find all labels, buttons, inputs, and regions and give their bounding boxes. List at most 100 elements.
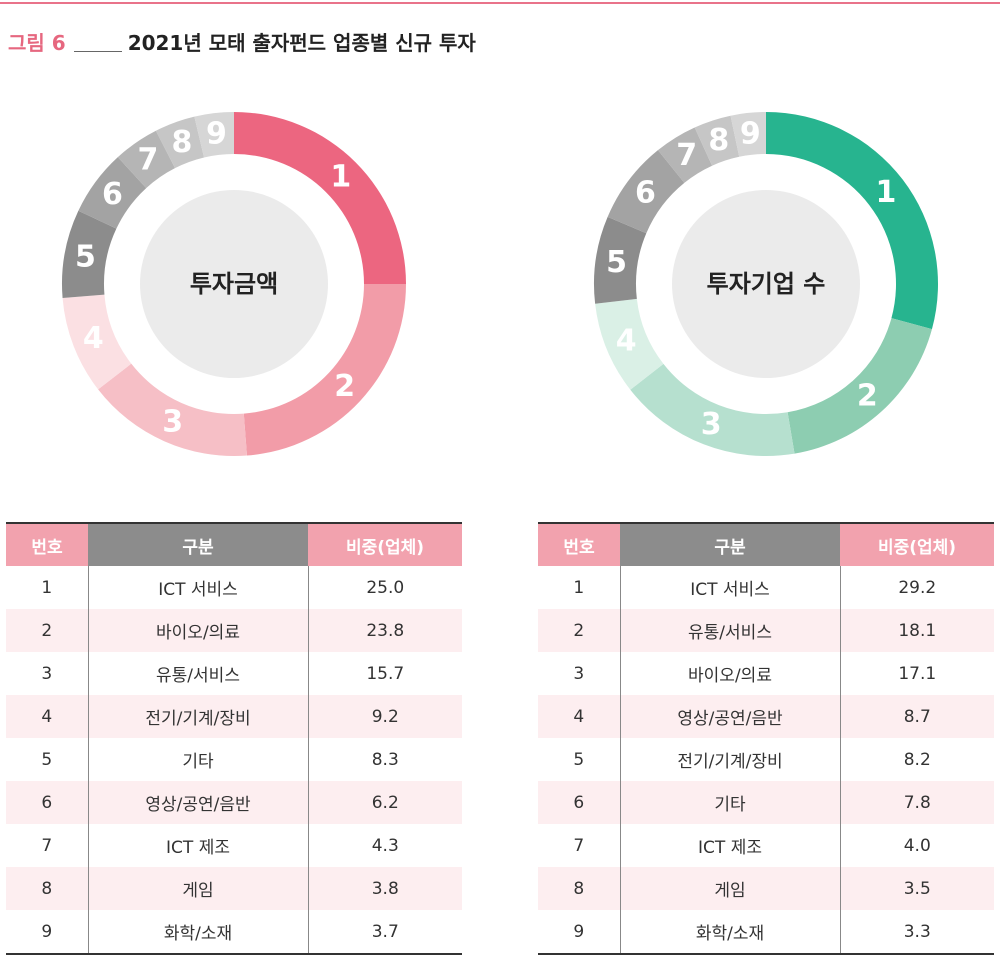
table-row: 7 ICT 제조 4.0 <box>538 824 994 867</box>
donut-slice-8 <box>694 115 740 166</box>
figure-header: 그림 6 2021년 모태 출자펀드 업종별 신규 투자 <box>8 26 476 56</box>
header-category: 구분 <box>88 523 308 566</box>
row-category: 유통/서비스 <box>619 609 841 652</box>
row-number: 7 <box>573 835 585 856</box>
row-number: 4 <box>538 695 620 738</box>
table-row: 2 유통/서비스 18.1 <box>538 609 994 652</box>
donut-center-disc <box>672 190 860 378</box>
row-share: 7.8 <box>840 781 994 824</box>
row-category: 기타 <box>619 781 841 824</box>
donut-slice-9 <box>730 112 766 157</box>
table-row: 7 ICT 제조 4.3 <box>6 824 462 867</box>
donut-slice-label: 1 <box>876 175 897 210</box>
figure-title: 2021년 모태 출자펀드 업종별 신규 투자 <box>127 31 476 55</box>
row-share: 6.2 <box>308 781 462 824</box>
donut-slice-7 <box>117 130 175 189</box>
row-category: 전기/기계/장비 <box>619 738 841 781</box>
header-number: 번호 <box>6 523 88 566</box>
row-number: 5 <box>41 749 53 770</box>
top-rule <box>0 2 1000 4</box>
donut-slice-label: 6 <box>635 176 656 211</box>
donut-slice-label: 8 <box>172 125 193 160</box>
row-share: 18.1 <box>840 609 994 652</box>
donut-slice-label: 7 <box>676 138 697 173</box>
donut-slice-9 <box>194 112 234 158</box>
table-row: 8 게임 3.5 <box>538 867 994 910</box>
row-share: 3.5 <box>840 867 994 910</box>
table-row: 6 기타 7.8 <box>538 781 994 824</box>
table-row: 3 유통/서비스 15.7 <box>6 652 462 695</box>
row-share: 3.3 <box>903 921 931 942</box>
donut-slice-2 <box>787 318 932 454</box>
donut-slice-label: 4 <box>616 324 637 359</box>
row-category: 게임 <box>87 867 309 910</box>
table-row: 4 전기/기계/장비 9.2 <box>6 695 462 738</box>
row-category: 유통/서비스 <box>87 652 309 695</box>
row-category: ICT 서비스 <box>87 566 309 609</box>
table-company-count: 번호 구분 비중(업체) 1 ICT 서비스 29.2 2 유통/서비스 18.1 3 바이오… <box>538 522 994 955</box>
table-row: 6 영상/공연/음반 6.2 <box>6 781 462 824</box>
row-share: 3.8 <box>308 867 462 910</box>
donut-slice-5 <box>594 216 647 304</box>
table-row: 3 바이오/의료 17.1 <box>538 652 994 695</box>
row-share: 25.0 <box>366 577 405 598</box>
row-category: ICT 제조 <box>87 824 309 867</box>
donut-slice-label: 1 <box>330 160 351 195</box>
table-header-row: 번호 구분 비중(업체) <box>538 523 994 566</box>
row-share: 17.1 <box>898 663 937 684</box>
table-row: 5 기타 8.3 <box>6 738 462 781</box>
row-share: 15.7 <box>366 663 405 684</box>
donut-center-title: 투자기업 수 <box>707 270 826 298</box>
table-header-row: 번호 구분 비중(업체) <box>6 523 462 566</box>
header-number: 번호 <box>538 523 620 566</box>
donut-slice-label: 9 <box>740 116 761 151</box>
table-row: 9 화학/소재 3.3 <box>538 910 994 954</box>
row-category: 바이오/의료 <box>87 609 309 652</box>
table-row: 2 바이오/의료 23.8 <box>6 609 462 652</box>
donut-slice-label: 3 <box>162 405 183 440</box>
donut-slice-2 <box>243 284 406 456</box>
donut-slice-label: 3 <box>701 407 722 442</box>
donut-center-title: 투자금액 <box>190 270 278 298</box>
row-number: 9 <box>41 921 53 942</box>
table-row: 1 ICT 서비스 29.2 <box>538 566 994 609</box>
header-share: 비중(업체) <box>840 523 994 566</box>
row-number: 8 <box>538 867 620 910</box>
row-number: 3 <box>41 663 53 684</box>
donut-svg-company-count: 1 2 3 4 567 8 9 투자기업 수 <box>594 112 938 456</box>
row-category: 전기/기계/장비 <box>87 695 309 738</box>
table-row: 8 게임 3.8 <box>6 867 462 910</box>
row-category: 영상/공연/음반 <box>619 695 841 738</box>
row-share: 29.2 <box>898 577 937 598</box>
row-number: 9 <box>573 921 585 942</box>
donut-slice-label: 9 <box>206 117 227 152</box>
row-category: 바이오/의료 <box>619 652 841 695</box>
row-share: 8.7 <box>840 695 994 738</box>
row-share: 4.0 <box>903 835 931 856</box>
row-share: 9.2 <box>308 695 462 738</box>
row-share: 3.7 <box>371 921 399 942</box>
donut-slice-label: 5 <box>606 245 627 280</box>
donut-slice-label: 5 <box>75 240 96 275</box>
table-row: 5 전기/기계/장비 8.2 <box>538 738 994 781</box>
table-investment-amount: 번호 구분 비중(업체) 1 ICT 서비스 25.0 2 바이오/의료 23.8 3 유통/… <box>6 522 462 955</box>
row-category: 영상/공연/음반 <box>87 781 309 824</box>
row-category: 화학/소재 <box>619 910 841 954</box>
row-number: 8 <box>6 867 88 910</box>
donut-slice-label: 4 <box>83 321 104 356</box>
donut-slice-label: 8 <box>708 123 729 158</box>
donut-slice-3 <box>630 363 795 456</box>
donut-chart-company-count: 1 2 3 4 5 6 7 8 9 투자기업 수 <box>586 104 946 464</box>
row-number: 7 <box>41 835 53 856</box>
row-number: 1 <box>573 577 585 598</box>
donut-slice-1 <box>766 112 938 330</box>
figure-label: 그림 6 <box>8 31 66 55</box>
donut-slice-7 <box>657 127 713 183</box>
donut-slice-1 <box>234 112 406 284</box>
table-row: 9 화학/소재 3.7 <box>6 910 462 954</box>
row-category: 게임 <box>619 867 841 910</box>
donut-slice-label: 6 <box>102 177 123 212</box>
donut-slice-label: 7 <box>138 142 159 177</box>
row-number: 3 <box>573 663 585 684</box>
